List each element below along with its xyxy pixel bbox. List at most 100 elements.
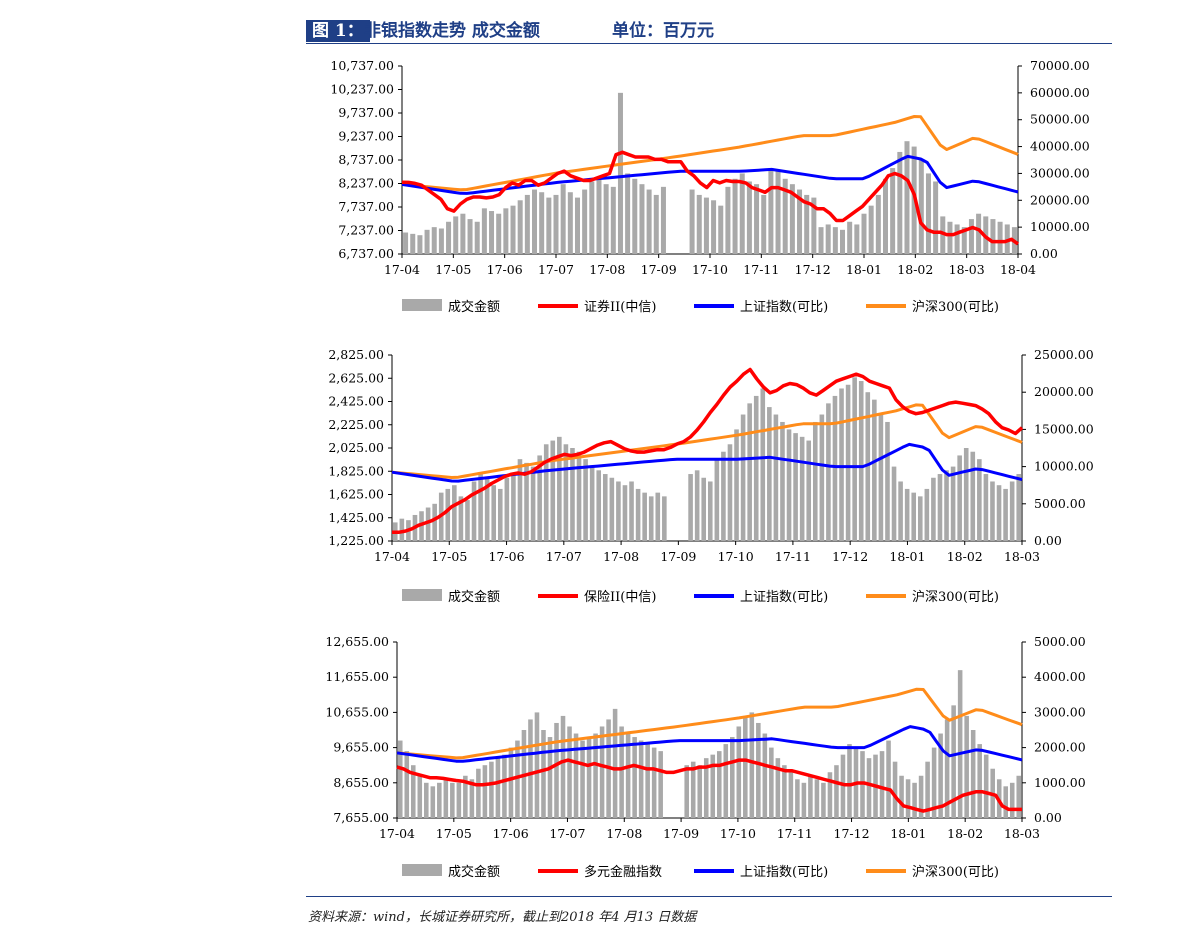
volume-bar [497,488,503,541]
volume-bar [452,485,457,541]
volume-bar [645,744,650,818]
volume-bar [625,733,631,818]
volume-bar [890,168,896,254]
volume-bar [629,481,634,541]
volume-bar [840,754,846,818]
x-tick-label: 17-10 [718,549,754,564]
volume-bar [632,178,638,254]
volume-bar [399,518,405,541]
sector-line [401,150,1020,246]
legend-label: 多元金融指数 [584,864,662,880]
volume-bar [463,775,468,818]
volume-bar [899,775,904,818]
volume-bar [806,440,812,541]
volume-bar [458,496,464,541]
volume-bar [582,189,588,254]
volume-bar [453,216,459,254]
volume-bar [625,173,631,254]
volume-bar [716,751,722,818]
volume-bar [951,705,956,818]
volume-bar [977,459,982,541]
volume-bar [517,200,523,254]
volume-bar [832,227,838,254]
volume-bar [703,758,709,818]
volume-bar [832,395,838,541]
x-tick-label: 18-01 [846,262,882,277]
volume-bar [651,747,657,818]
volume-bar [925,173,931,254]
volume-bar [424,782,429,818]
volume-bar [931,477,936,541]
volume-bar [491,485,497,541]
volume-bar [990,481,995,541]
volume-bar [410,233,416,254]
x-tick-label: 17-04 [384,262,420,277]
volume-bar [404,751,410,818]
volume-bar [891,466,897,541]
volume-bar [596,178,602,254]
x-tick-label: 18-03 [949,262,985,277]
right-tick-label: 10000.00 [1034,459,1094,474]
volume-bar [528,719,533,818]
volume-bar [756,722,761,818]
volume-bar [660,186,666,254]
x-tick-label: 17-09 [660,549,696,564]
volume-bar [714,459,720,541]
legend-label: 上证指数(可比) [740,865,828,880]
right-tick-label: 60000.00 [1030,85,1090,100]
volume-bar [617,92,623,254]
legend-swatch-volume [402,299,442,311]
chart-2: 2,825.00 2,625.00 2,425.00 2,225.00 2,025.00… [328,347,1093,605]
volume-bar [589,466,595,541]
volume-bar [557,436,562,541]
volume-bar [865,392,871,541]
volume-bar [997,221,1003,254]
x-tick-label: 18-02 [947,826,983,841]
volume-bar [961,227,967,254]
volume-bar [438,228,444,254]
x-tick-label: 17-07 [538,262,574,277]
volume-bar [808,775,813,818]
volume-bar [950,466,956,541]
volume-bar [481,208,487,254]
volume-bar [762,733,768,818]
sse-line [391,442,1023,483]
volume-bar [879,751,885,818]
legend-label: 沪深300(可比) [912,864,999,880]
volume-bar [793,433,798,541]
left-tick-label: 1,625.00 [328,487,384,502]
volume-bar [840,229,846,254]
csi300-line [396,687,1023,760]
sse-line [401,154,1019,195]
x-tick-label: 17-06 [493,826,529,841]
volume-bar [711,200,717,254]
left-tick-label: 10,655.00 [325,704,389,719]
right-tick-label: 4000.00 [1034,669,1086,684]
volume-bar [938,733,943,818]
volume-bar [573,733,579,818]
volume-bar [727,444,733,541]
x-tick-label: 18-02 [897,262,933,277]
volume-bar [940,216,946,254]
volume-bar [524,194,530,254]
volume-bar [734,429,739,541]
legend-label: 沪深300(可比) [912,589,999,605]
volume-bar [574,197,580,254]
volume-bar [814,779,820,818]
volume-bar [456,782,462,818]
volume-bar [467,219,473,254]
volume-bar [723,744,729,818]
figure-title: 非银指数走势 成交金额 [364,21,540,41]
volume-bar [489,211,495,254]
volume-bar [658,751,663,818]
volume-bar [694,470,700,541]
volume-bar [430,786,436,818]
x-tick-label: 17-06 [489,549,525,564]
volume-bar [603,184,609,254]
volume-bar [550,440,556,541]
csi300-line [391,403,1023,479]
volume-bar [886,740,891,818]
legend-label: 成交金额 [448,299,500,315]
volume-bar [567,726,572,818]
volume-bar [904,141,910,254]
